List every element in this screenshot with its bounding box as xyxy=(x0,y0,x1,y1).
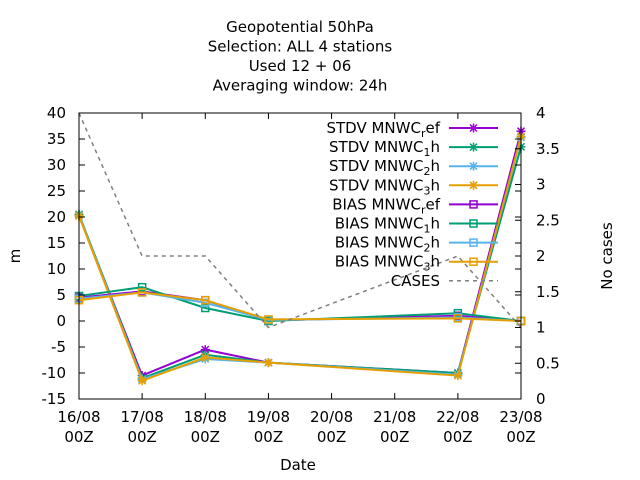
series-line xyxy=(78,130,522,377)
title-line: Averaging window: 24h xyxy=(213,77,388,95)
star-marker xyxy=(469,142,478,152)
legend-item: STDV MNWCref xyxy=(326,119,498,140)
legend-label: BIAS MNWC1h xyxy=(335,215,440,236)
y-tick-label: -10 xyxy=(42,364,67,382)
square-marker xyxy=(264,315,273,324)
y2-tick-label: 1 xyxy=(536,319,546,337)
y-tick-label: 0 xyxy=(56,312,66,330)
title-line: Selection: ALL 4 stations xyxy=(208,38,393,56)
x-axis-label: Date xyxy=(280,456,316,474)
y-tick-label: 25 xyxy=(47,182,66,200)
series-stdv-mnwc-2h xyxy=(74,132,526,384)
x-tick-label: 00Z xyxy=(254,428,283,446)
x-axis-ticks: 16/08 00Z 17/08 00Z 18/08 00Z 19/08 00Z 20/08 00Z… xyxy=(57,113,543,446)
y-tick-label: -15 xyxy=(42,390,67,408)
x-tick-label: 00Z xyxy=(380,428,409,446)
series-stdv-mnwc-ref xyxy=(74,126,526,381)
legend-item: STDV MNWC3h xyxy=(329,176,498,197)
series-lines xyxy=(74,112,526,386)
y-tick-label: 35 xyxy=(47,130,66,148)
legend-item: BIAS MNWC1h xyxy=(335,215,498,236)
x-tick-label: 16/08 xyxy=(57,408,100,426)
star-marker xyxy=(200,352,210,362)
legend-label: STDV MNWC2h xyxy=(329,157,440,178)
title-line: Geopotential 50hPa xyxy=(226,18,374,36)
x-tick-label: 19/08 xyxy=(247,408,290,426)
series-line xyxy=(78,286,522,323)
star-marker xyxy=(469,123,478,133)
x-tick-label: 21/08 xyxy=(373,408,416,426)
x-tick-label: 00Z xyxy=(317,428,346,446)
series-stdv-mnwc-3h xyxy=(74,131,526,386)
series-cases xyxy=(78,112,522,329)
chart-title: Geopotential 50hPa Selection: ALL 4 stati… xyxy=(208,18,393,95)
plot-frame xyxy=(78,112,522,400)
x-tick-label: 00Z xyxy=(64,428,93,446)
square-marker xyxy=(453,314,463,323)
y-tick-label: 15 xyxy=(47,234,66,252)
y2-tick-label: 2.5 xyxy=(536,211,560,229)
y-tick-label: 20 xyxy=(47,208,66,226)
x-tick-label: 17/08 xyxy=(121,408,164,426)
x-tick-label: 18/08 xyxy=(184,408,227,426)
legend-item: BIAS MNWC3h xyxy=(335,253,498,274)
y-tick-label: 40 xyxy=(47,104,66,122)
y2-axis-ticks: 0 0.5 1 1.5 2 2.5 3 3.5 4 xyxy=(515,104,560,408)
legend-item: CASES xyxy=(391,272,498,290)
x-tick-label: 00Z xyxy=(191,428,220,446)
square-marker xyxy=(469,238,478,247)
x-tick-label: 23/08 xyxy=(499,408,542,426)
legend-item: STDV MNWC1h xyxy=(329,138,498,159)
y2-tick-label: 1.5 xyxy=(536,283,560,301)
x-tick-label: 22/08 xyxy=(436,408,479,426)
y2-tick-label: 2 xyxy=(536,247,546,265)
square-marker xyxy=(469,200,478,209)
x-tick-label: 00Z xyxy=(127,428,156,446)
star-marker xyxy=(469,180,478,190)
star-marker xyxy=(453,371,463,381)
legend-item: STDV MNWC2h xyxy=(329,157,498,178)
legend-label: STDV MNWCref xyxy=(326,119,440,140)
series-line xyxy=(78,112,522,329)
y-tick-label: -5 xyxy=(51,338,66,356)
title-line: Used 12 + 06 xyxy=(249,57,352,75)
legend-label: BIAS MNWC3h xyxy=(335,253,440,274)
square-marker xyxy=(469,219,478,228)
series-line xyxy=(78,137,522,381)
series-line xyxy=(78,136,522,383)
legend-label: BIAS MNWCref xyxy=(332,195,440,216)
legend-label: STDV MNWC1h xyxy=(329,138,440,159)
y-tick-label: 30 xyxy=(47,156,66,174)
square-marker xyxy=(201,303,210,313)
y2-tick-label: 0 xyxy=(536,390,546,408)
y2-tick-label: 3 xyxy=(536,176,546,194)
star-marker xyxy=(137,376,147,386)
y2-tick-label: 4 xyxy=(536,104,546,122)
legend-label: BIAS MNWC2h xyxy=(335,234,440,255)
legend-label: STDV MNWC3h xyxy=(329,176,440,197)
y-axis-label: m xyxy=(6,249,24,264)
y-tick-label: 10 xyxy=(47,260,66,278)
star-marker xyxy=(469,161,478,171)
legend-label: CASES xyxy=(391,272,440,290)
square-marker xyxy=(469,257,478,266)
star-marker xyxy=(263,358,273,368)
square-marker xyxy=(137,288,147,297)
series-line xyxy=(78,291,522,322)
square-marker xyxy=(201,295,210,305)
x-tick-label: 00Z xyxy=(506,428,535,446)
legend-item: BIAS MNWC2h xyxy=(335,234,498,255)
legend-item: BIAS MNWCref xyxy=(332,195,498,216)
y2-tick-label: 3.5 xyxy=(536,140,560,158)
y-tick-label: 5 xyxy=(56,286,66,304)
square-marker xyxy=(137,282,147,292)
y2-tick-label: 0.5 xyxy=(536,354,560,372)
y-axis-ticks: -15 -10 -5 0 5 10 15 20 25 30 35 40 xyxy=(42,104,521,408)
x-tick-label: 20/08 xyxy=(310,408,353,426)
x-tick-label: 00Z xyxy=(443,428,472,446)
y2-axis-label: No cases xyxy=(598,222,616,290)
